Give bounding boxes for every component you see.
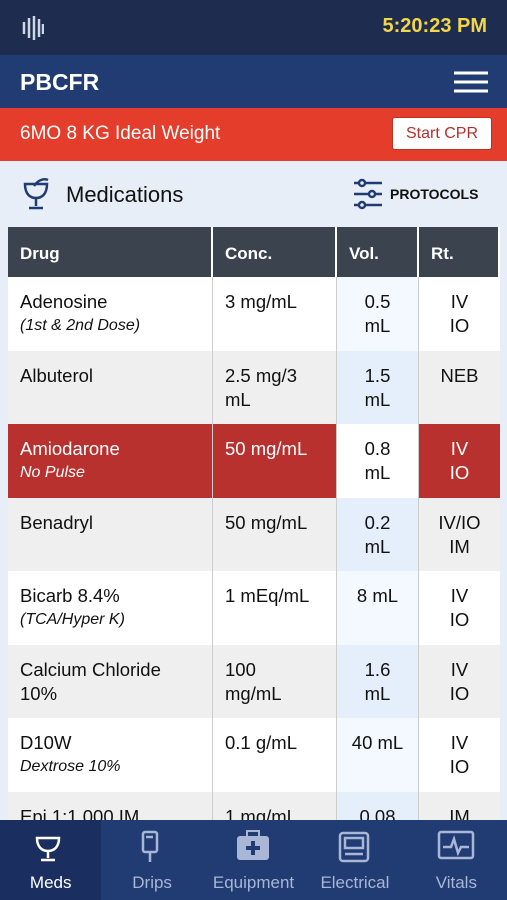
drug-note: Dextrose 10% (20, 758, 121, 775)
logo (22, 16, 44, 40)
tab-label: Electrical (320, 873, 390, 892)
status-bar: 5:20:23 PM (0, 0, 507, 55)
tab-label: Vitals (435, 873, 477, 892)
drug-name: Benadryl (20, 511, 94, 533)
tab-icon (438, 830, 475, 860)
conc-cell: 100 mg/mL (213, 644, 337, 719)
drug-name: Adenosine (20, 291, 108, 312)
drug-name: Albuterol (20, 364, 94, 386)
drug-note: No Pulse (20, 464, 85, 481)
column-header: Drug (8, 227, 213, 281)
drug-name: D10W (20, 732, 72, 753)
drug-cell: Epi 1:1,000 IM (8, 791, 213, 821)
medication-row[interactable]: Epi 1:1,000 IM 1 mg/mL 0.08 IM (8, 791, 500, 821)
drug-note: (1st & 2nd Dose) (20, 317, 141, 334)
protocols-link[interactable]: PROTOCOLS (390, 186, 479, 202)
vol-cell: 0.2 mL (337, 497, 419, 572)
column-header: Vol. (337, 227, 419, 281)
app-title: PBCFR (20, 69, 100, 95)
tab-icon (338, 831, 370, 863)
tab-label: Drips (132, 873, 172, 892)
tab[interactable]: Drips (101, 820, 202, 900)
column-header: Rt. (419, 227, 500, 281)
route-cell: NEB (419, 350, 500, 425)
tab[interactable]: Meds (0, 820, 102, 900)
route-cell: IM (419, 791, 500, 820)
patient-weight: 6MO 8 KG Ideal Weight (20, 123, 221, 144)
drug-note: (TCA/Hyper K) (20, 611, 125, 628)
route-cell: IV/IO IM (419, 497, 500, 572)
section-title: Medications (66, 182, 184, 207)
route-cell: IV IO (419, 718, 500, 792)
medication-row[interactable]: D10W Dextrose 10% 0.1 g/mL 40 mL IV IO (8, 718, 500, 792)
route-cell: IV IO (419, 424, 500, 498)
medication-table: Drug Conc. Vol. Rt. Adenosine (1st & 2nd Dose… (8, 227, 500, 820)
drug-name: Bicarb 8.4% (20, 585, 120, 606)
route-cell: IV IO (419, 571, 500, 645)
medication-row[interactable]: Bicarb 8.4% (TCA/Hyper K) 1 mEq/mL 8 mL IV I… (8, 571, 500, 645)
drug-cell: D10W Dextrose 10% (8, 718, 213, 792)
drug-cell: Bicarb 8.4% (TCA/Hyper K) (8, 571, 213, 645)
drug-name: Epi 1:1,000 IM (20, 805, 140, 821)
vol-cell: 1.6 mL (337, 644, 419, 719)
route-cell: IV IO (419, 277, 500, 351)
tab-label: Equipment (212, 873, 295, 892)
tab-icon (141, 830, 159, 862)
time: 5:20:23 PM (382, 15, 488, 37)
conc-cell: 3 mg/mL (213, 277, 337, 351)
medication-row[interactable]: Albuterol 2.5 mg/3 mL 1.5 mL NEB (8, 350, 500, 425)
drug-cell: Amiodarone No Pulse (8, 424, 213, 498)
vol-cell: 0.8 mL (337, 424, 419, 498)
vol-cell: 40 mL (337, 718, 419, 792)
conc-cell: 1 mg/mL (213, 791, 337, 820)
conc-cell: 50 mg/mL (213, 424, 337, 498)
header: PBCFR (0, 55, 507, 108)
medications-icon (23, 178, 49, 210)
drug-cell: Adenosine (1st & 2nd Dose) (8, 277, 213, 351)
conc-cell: 2.5 mg/3 mL (213, 350, 337, 425)
conc-cell: 0.1 g/mL (213, 718, 337, 792)
medication-row[interactable]: Benadryl 50 mg/mL 0.2 mL IV/IO IM (8, 497, 500, 572)
vol-cell: 0.08 (337, 791, 419, 820)
conc-cell: 50 mg/mL (213, 497, 337, 572)
protocols-icon[interactable] (352, 178, 384, 210)
start-cpr-button[interactable]: Start CPR (392, 117, 492, 150)
drug-name: Amiodarone (20, 438, 120, 459)
tab[interactable]: Equipment (203, 820, 304, 900)
route-cell: IV IO (419, 644, 500, 719)
drug-cell: Benadryl (8, 497, 213, 572)
tab[interactable]: Electrical (304, 820, 405, 900)
medication-row[interactable]: Calcium Chloride 10% 100 mg/mL 1.6 mL IV IO (8, 644, 500, 719)
table-header: Drug Conc. Vol. Rt. (8, 227, 500, 281)
drug-name: Calcium Chloride 10% (20, 658, 161, 704)
vol-cell: 0.5 mL (337, 277, 419, 351)
menu-button[interactable] (454, 71, 488, 93)
medication-row[interactable]: Adenosine (1st & 2nd Dose) 3 mg/mL 0.5 mL IV… (8, 277, 500, 351)
conc-cell: 1 mEq/mL (213, 571, 337, 645)
tab-icon (236, 830, 269, 860)
medication-row[interactable]: Amiodarone No Pulse 50 mg/mL 0.8 mL IV IO (8, 424, 500, 498)
drug-cell: Calcium Chloride 10% (8, 644, 213, 719)
tab-bar: Meds Drips Equipment Electrical Vitals (0, 820, 507, 900)
vol-cell: 8 mL (337, 571, 419, 645)
column-header: Conc. (213, 227, 337, 281)
tab[interactable]: Vitals (406, 820, 507, 900)
tab-icon (35, 836, 60, 862)
drug-cell: Albuterol (8, 350, 213, 425)
tab-label: Meds (29, 873, 72, 892)
patient-bar: 6MO 8 KG Ideal Weight Start CPR (0, 108, 507, 161)
vol-cell: 1.5 mL (337, 350, 419, 425)
